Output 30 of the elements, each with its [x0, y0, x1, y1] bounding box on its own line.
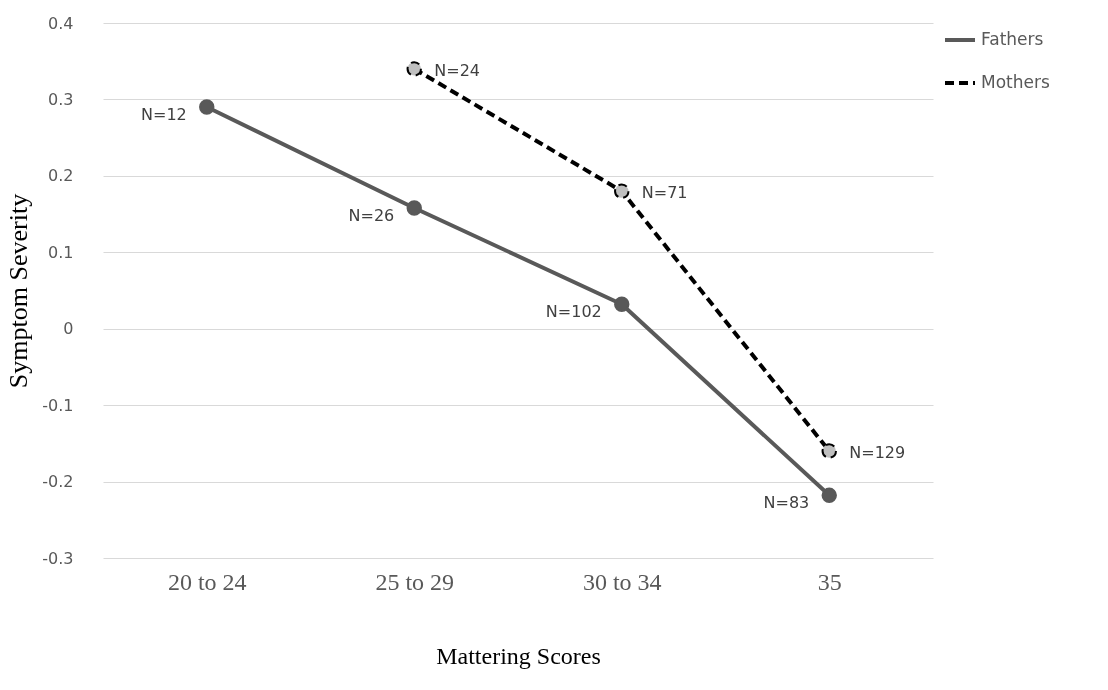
- annotation: N=71: [641, 183, 688, 203]
- point: [614, 183, 630, 199]
- point: [614, 296, 630, 312]
- annotation: N=102: [545, 302, 602, 322]
- y-axis-title: Symptom Severity: [4, 193, 34, 389]
- annotation: N=26: [348, 205, 395, 225]
- x-tick-label: 25 to 29: [375, 568, 455, 595]
- x-tick-label: 20 to 24: [167, 568, 247, 595]
- point: [821, 487, 837, 504]
- annotation: N=24: [434, 60, 480, 80]
- annotation: N=129: [849, 443, 906, 462]
- y-tick-label: 0.2: [48, 166, 74, 186]
- y-tick-label: -0.1: [42, 395, 74, 415]
- y-tick-label: -0.2: [42, 472, 74, 492]
- x-tick-label: 35: [817, 568, 842, 595]
- y-tick-label: 0.1: [48, 242, 74, 262]
- legend-label: Mothers: [981, 72, 1050, 92]
- x-axis-title: Mattering Scores: [436, 642, 601, 669]
- y-tick-label: 0: [63, 319, 74, 339]
- legend-label: Fathers: [981, 29, 1044, 49]
- x-tick-label: 30 to 34: [582, 568, 662, 595]
- point: [821, 443, 837, 459]
- annotation: N=12: [141, 105, 187, 125]
- y-tick-label: 0.3: [48, 89, 74, 109]
- point: [199, 99, 215, 115]
- y-tick-label: -0.3: [42, 548, 74, 568]
- annotation: N=83: [763, 493, 810, 513]
- point: [406, 200, 422, 216]
- y-tick-label: 0.4: [48, 13, 74, 33]
- point: [406, 61, 422, 77]
